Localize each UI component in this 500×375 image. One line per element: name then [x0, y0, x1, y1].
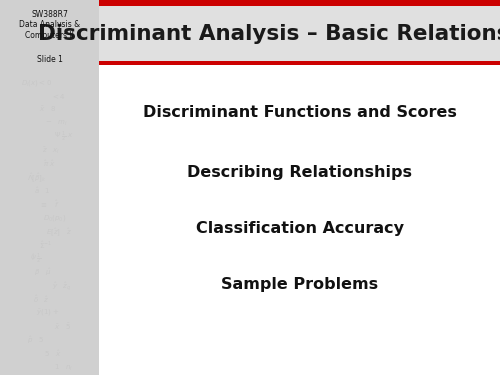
Text: Discriminant Analysis – Basic Relationships: Discriminant Analysis – Basic Relationsh… [38, 24, 500, 45]
Text: $\bar{x}$   $8$: $\bar{x}$ $8$ [39, 105, 56, 114]
Text: $1$   $n_i$: $1$ $n_i$ [54, 362, 72, 373]
Text: $\hat{a}$   $1$: $\hat{a}$ $1$ [34, 186, 51, 196]
Bar [99, 0, 500, 63]
Text: $E[\hat{z}]$   $\hat{z}$: $E[\hat{z}]$ $\hat{z}$ [46, 226, 72, 238]
Text: $-$   $m_i$: $-$ $m_i$ [45, 118, 68, 128]
Text: Classification Accuracy: Classification Accuracy [196, 221, 404, 236]
Text: $D_0(p_0)$: $D_0(p_0)$ [43, 213, 66, 223]
Text: Sample Problems: Sample Problems [221, 278, 378, 292]
Text: $5$   $\hat{x}$: $5$ $\hat{x}$ [44, 349, 61, 359]
Text: SW388R7
Data Analysis &
Computers II: SW388R7 Data Analysis & Computers II [19, 10, 80, 39]
Text: $\bar{z}$   $x_i$: $\bar{z}$ $x_i$ [42, 145, 60, 156]
Text: $\beta$   $\hat{\mu}$: $\beta$ $\hat{\mu}$ [34, 267, 52, 278]
Text: Describing Relationships: Describing Relationships [187, 165, 412, 180]
Text: $\hat{y}$   $\hat{z}_q$: $\hat{y}$ $\hat{z}_q$ [52, 280, 72, 292]
Text: Discriminant Functions and Scores: Discriminant Functions and Scores [142, 105, 457, 120]
Text: $\Psi$ $\frac{1}{2}$ $x$: $\Psi$ $\frac{1}{2}$ $x$ [54, 130, 74, 144]
Text: $\hat{\pi}$ $\hat{x}$: $\hat{\pi}$ $\hat{x}$ [43, 159, 56, 169]
Bar [99, 0, 500, 6]
Text: $\hat{\delta}$   $\hat{z}$: $\hat{\delta}$ $\hat{z}$ [32, 294, 50, 305]
Text: $\hat{\Sigma}^{-1}$: $\hat{\Sigma}^{-1}$ [40, 240, 52, 251]
Bar [0, 0, 99, 375]
Text: $\bar{x}$   $\bar{5}$: $\bar{x}$ $\bar{5}$ [54, 322, 71, 332]
Text: $\hat{\psi}$ $\frac{1}{2}$: $\hat{\psi}$ $\frac{1}{2}$ [30, 252, 42, 266]
Text: $\hat{p}$   $5$: $\hat{p}$ $5$ [27, 334, 44, 346]
Text: $\equiv$   $\hat{f}$: $\equiv$ $\hat{f}$ [39, 199, 60, 210]
Text: Slide 1: Slide 1 [36, 55, 62, 64]
Text: $D_i(x)<0$: $D_i(x)<0$ [21, 78, 52, 87]
Bar [99, 0, 500, 375]
Text: $\hat{\Lambda}[\hat{\beta}]_k$: $\hat{\Lambda}[\hat{\beta}]_k$ [27, 171, 46, 184]
Text: $< 4$: $< 4$ [50, 92, 65, 100]
Text: $\bar{y}(1)$ $+$: $\bar{y}(1)$ $+$ [36, 308, 60, 318]
Bar [99, 61, 500, 65]
